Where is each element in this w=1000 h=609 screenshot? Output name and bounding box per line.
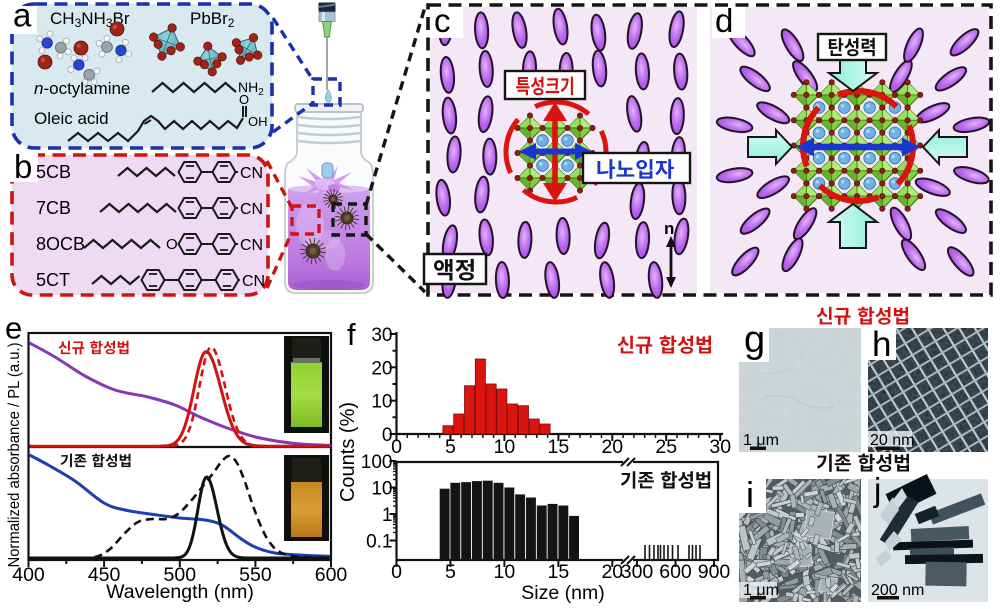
svg-text:CN: CN: [240, 201, 263, 218]
svg-text:0.1: 0.1: [366, 532, 392, 553]
svg-text:0: 0: [382, 425, 393, 446]
svg-text:1 μm: 1 μm: [743, 582, 779, 599]
svg-text:25: 25: [655, 436, 677, 458]
svg-text:5CB: 5CB: [36, 162, 71, 182]
svg-text:900: 900: [698, 561, 731, 583]
svg-text:O: O: [166, 236, 178, 253]
svg-text:5: 5: [445, 561, 456, 583]
svg-text:PbBr2: PbBr2: [190, 9, 235, 30]
svg-text:O: O: [239, 92, 249, 107]
svg-text:e: e: [5, 311, 22, 346]
svg-text:550: 550: [239, 564, 272, 586]
svg-text:10: 10: [494, 561, 516, 583]
svg-text:30: 30: [371, 325, 392, 346]
svg-text:j: j: [873, 471, 881, 508]
svg-text:CN: CN: [242, 273, 265, 290]
svg-text:30: 30: [709, 436, 731, 458]
svg-text:20 nm: 20 nm: [870, 432, 914, 449]
svg-text:CN: CN: [240, 237, 263, 254]
svg-text:100: 100: [361, 452, 393, 473]
svg-text:200 nm: 200 nm: [871, 582, 924, 599]
svg-text:0: 0: [391, 561, 402, 583]
svg-text:d: d: [715, 2, 733, 39]
svg-text:15: 15: [548, 436, 570, 458]
svg-text:f: f: [347, 317, 356, 352]
svg-text:CN: CN: [240, 165, 263, 182]
svg-text:5: 5: [445, 436, 456, 458]
svg-text:600: 600: [315, 564, 348, 586]
svg-text:20: 20: [601, 436, 623, 458]
svg-text:NH2: NH2: [238, 79, 264, 98]
svg-text:Normalized absorbance / PL (a.: Normalized absorbance / PL (a.u.): [6, 343, 23, 568]
svg-text:500: 500: [164, 564, 197, 586]
svg-text:g: g: [744, 319, 765, 361]
svg-text:0: 0: [391, 436, 402, 458]
svg-text:7CB: 7CB: [36, 198, 71, 218]
svg-text:10: 10: [494, 436, 516, 458]
svg-text:b: b: [14, 148, 32, 185]
svg-text:1 μm: 1 μm: [743, 432, 779, 449]
svg-text:Counts (%): Counts (%): [337, 402, 359, 502]
svg-text:n-octylamine: n-octylamine: [34, 79, 130, 98]
svg-text:a: a: [13, 0, 32, 34]
svg-text:i: i: [746, 474, 754, 515]
svg-text:Wavelength (nm): Wavelength (nm): [106, 581, 254, 603]
svg-text:c: c: [434, 2, 451, 39]
svg-text:h: h: [872, 325, 891, 364]
svg-text:300: 300: [621, 561, 654, 583]
svg-text:8OCB: 8OCB: [36, 234, 85, 254]
svg-text:20: 20: [601, 561, 623, 583]
svg-text:10: 10: [371, 392, 392, 413]
svg-text:Oleic acid: Oleic acid: [34, 109, 109, 128]
svg-text:450: 450: [88, 564, 121, 586]
svg-text:Size (nm): Size (nm): [521, 582, 604, 604]
svg-text:15: 15: [548, 561, 570, 583]
svg-text:n: n: [664, 219, 674, 238]
svg-text:600: 600: [659, 561, 692, 583]
svg-text:1: 1: [382, 505, 393, 526]
svg-text:20: 20: [371, 358, 392, 379]
svg-text:10: 10: [371, 479, 392, 500]
svg-text:OH: OH: [248, 114, 268, 129]
svg-text:400: 400: [12, 564, 45, 586]
svg-text:5CT: 5CT: [36, 270, 70, 290]
